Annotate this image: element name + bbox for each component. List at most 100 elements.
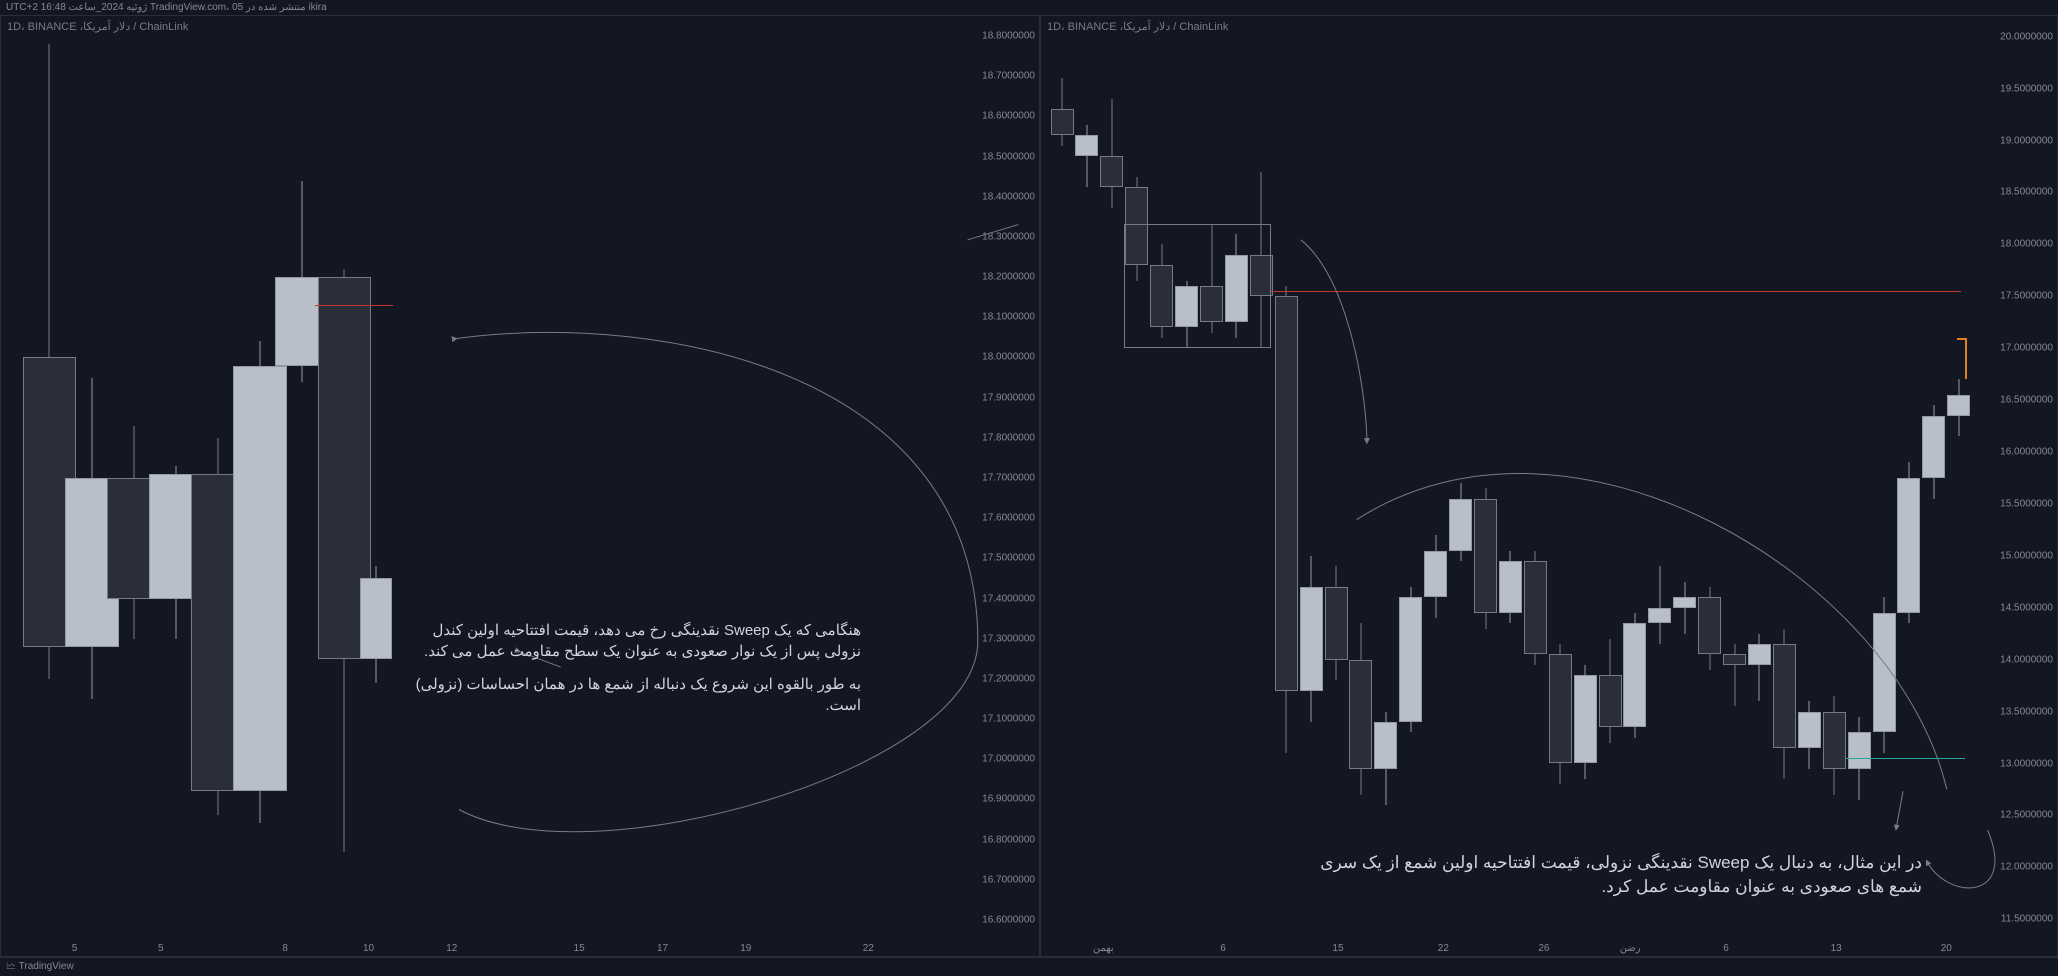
footer-bar: 🗠 TradingView [0, 957, 2058, 971]
x-tick: 22 [863, 943, 874, 954]
y-tick: 17.3000000 [982, 633, 1035, 644]
y-tick: 17.6000000 [982, 513, 1035, 524]
y-tick: 18.6000000 [982, 111, 1035, 122]
y-tick: 12.0000000 [2000, 862, 2053, 873]
y-tick: 18.3000000 [982, 231, 1035, 242]
y-tick: 17.0000000 [982, 754, 1035, 765]
y-tick: 13.0000000 [2000, 758, 2053, 769]
x-tick: 17 [657, 943, 668, 954]
candle [1125, 16, 1148, 940]
y-tick: 14.0000000 [2000, 654, 2053, 665]
candle [1922, 16, 1945, 940]
y-tick: 13.5000000 [2000, 706, 2053, 717]
candle [1798, 16, 1821, 940]
resistance-line [1271, 291, 1961, 292]
y-tick: 16.8000000 [982, 834, 1035, 845]
y-tick: 19.0000000 [2000, 135, 2053, 146]
y-tick: 17.8000000 [982, 432, 1035, 443]
y-tick: 18.0000000 [2000, 239, 2053, 250]
y-tick: 17.9000000 [982, 392, 1035, 403]
y-tick: 11.5000000 [2001, 914, 2053, 925]
annotation-line1: هنگامی که یک Sweep نقدینگی رخ می دهد، قی… [401, 620, 861, 662]
target-mark-top [1957, 338, 1967, 340]
y-tick: 16.0000000 [2000, 447, 2053, 458]
candle [1873, 16, 1896, 940]
x-axis-right: بهمن 6 15 22 26 رضن 6 13 20 [1041, 938, 1997, 956]
candle [1424, 16, 1447, 940]
candle [1150, 16, 1173, 940]
y-tick: 18.0000000 [982, 352, 1035, 363]
candle [360, 16, 392, 940]
x-tick: بهمن [1093, 943, 1114, 954]
x-tick: 5 [72, 943, 78, 954]
y-tick: 18.5000000 [982, 151, 1035, 162]
candle [1399, 16, 1422, 940]
y-tick: 20.0000000 [2000, 31, 2053, 42]
y-tick: 17.5000000 [982, 553, 1035, 564]
x-tick: 6 [1723, 943, 1729, 954]
candle [1474, 16, 1497, 940]
candle [1748, 16, 1771, 940]
x-tick: 10 [363, 943, 374, 954]
candle [1623, 16, 1646, 940]
y-axis-right: 11.500000012.000000012.500000013.0000000… [1997, 16, 2057, 956]
chart-panel-left[interactable]: ChainLink / دلار آمریکا، 1D، BINANCE 16.… [0, 15, 1040, 957]
candle [1499, 16, 1522, 940]
annotation-left: هنگامی که یک Sweep نقدینگی رخ می دهد، قی… [401, 620, 861, 716]
y-tick: 19.5000000 [2000, 83, 2053, 94]
y-tick: 18.1000000 [982, 312, 1035, 323]
candle [1374, 16, 1397, 940]
y-tick: 16.5000000 [2000, 395, 2053, 406]
y-tick: 16.9000000 [982, 794, 1035, 805]
candle [1200, 16, 1223, 940]
candle [1823, 16, 1846, 940]
range-box [1124, 224, 1271, 349]
annotation-line2: به طور بالقوه این شروع یک دنباله از شمع … [401, 674, 861, 716]
candle [1250, 16, 1273, 940]
y-tick: 18.4000000 [982, 191, 1035, 202]
candle [1449, 16, 1472, 940]
resistance-line [315, 305, 393, 306]
candle [1051, 16, 1074, 940]
x-tick: 15 [1332, 943, 1343, 954]
candle [1549, 16, 1572, 940]
y-tick: 16.6000000 [982, 914, 1035, 925]
y-tick: 17.1000000 [982, 714, 1035, 725]
candle [1599, 16, 1622, 940]
candle [1648, 16, 1671, 940]
x-tick: 13 [1831, 943, 1842, 954]
y-tick: 18.5000000 [2000, 187, 2053, 198]
candle [1897, 16, 1920, 940]
x-tick: 8 [282, 943, 288, 954]
y-tick: 17.0000000 [2000, 343, 2053, 354]
x-tick: 26 [1538, 943, 1549, 954]
chart-panel-right[interactable]: ChainLink / دلار آمریکا، 1D، BINANCE 11.… [1040, 15, 2058, 957]
x-axis-left: 558101215171922 [1, 938, 979, 956]
plot-area-right[interactable] [1041, 16, 1997, 938]
x-tick: 6 [1220, 943, 1226, 954]
y-tick: 15.5000000 [2000, 498, 2053, 509]
annotation-right: در این مثال، به دنبال یک Sweep نقدینگی ن… [1302, 851, 1922, 899]
y-tick: 15.0000000 [2000, 550, 2053, 561]
candle [1225, 16, 1248, 940]
x-tick: 20 [1941, 943, 1952, 954]
support-line [1846, 758, 1966, 759]
candle [1947, 16, 1970, 940]
y-tick: 14.5000000 [2000, 602, 2053, 613]
x-tick: رضن [1620, 943, 1641, 954]
x-tick: 22 [1438, 943, 1449, 954]
target-mark [1965, 338, 1967, 380]
chart-panels: ChainLink / دلار آمریکا، 1D، BINANCE 16.… [0, 15, 2058, 957]
candle [1673, 16, 1696, 940]
y-tick: 18.7000000 [982, 71, 1035, 82]
plot-area-left[interactable] [1, 16, 979, 938]
y-tick: 17.2000000 [982, 673, 1035, 684]
y-tick: 17.7000000 [982, 473, 1035, 484]
annotation-line1: در این مثال، به دنبال یک Sweep نقدینگی ن… [1302, 851, 1922, 899]
header-bar: ikira منتشر شده در TradingView.com، 05 ژ… [0, 0, 2058, 15]
candle [1275, 16, 1298, 940]
candle [1325, 16, 1348, 940]
x-tick: 15 [574, 943, 585, 954]
candle [1723, 16, 1746, 940]
candle [1100, 16, 1123, 940]
